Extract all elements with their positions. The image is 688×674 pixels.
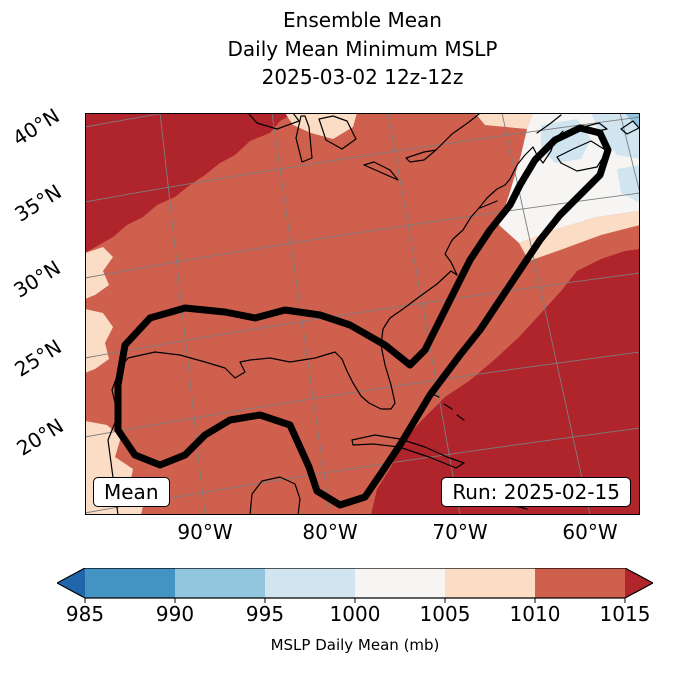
cb-seg-1010-1015 — [535, 568, 625, 598]
lake-huron — [318, 115, 357, 150]
coast-gulf-eastcoast — [107, 130, 564, 515]
mslp-highlight-contour — [114, 124, 612, 509]
title-line-1: Ensemble Mean — [283, 8, 442, 32]
cb-tick-1015: 1015 — [599, 602, 651, 626]
colorbar — [55, 567, 655, 604]
cb-seg-990-995 — [175, 568, 265, 598]
cb-tick-1010: 1010 — [509, 602, 561, 626]
fill-1005-1010-west-a — [85, 247, 113, 299]
cb-extend-right — [625, 568, 653, 598]
title-line-2: Daily Mean Minimum MSLP — [227, 36, 498, 61]
cb-tick-marks — [84, 598, 626, 603]
cb-seg-995-1000 — [265, 568, 355, 598]
meridian-70w — [387, 113, 461, 515]
meridian-50w — [619, 113, 640, 196]
parallel-40n — [85, 113, 167, 128]
parallel-35n — [85, 116, 640, 203]
fill-gt1015-northwest — [85, 113, 295, 253]
coast-st-lawrence-north — [536, 114, 562, 134]
colorbar-svg — [55, 567, 655, 603]
fill-1005-1010-east-band — [519, 211, 640, 261]
lat-label-40n: 40°N — [8, 103, 64, 151]
figure-title: Ensemble Mean Daily Mean Minimum MSLP 20… — [85, 6, 640, 92]
cb-tick-1005: 1005 — [419, 602, 471, 626]
lat-label-25n: 25°N — [10, 334, 66, 382]
lon-label-70w: 70°W — [432, 520, 488, 544]
mean-badge: Mean — [93, 477, 170, 507]
lake-superior — [247, 113, 300, 130]
lat-label-35n: 35°N — [10, 179, 66, 227]
title-line-3: 2025-03-02 12z-12z — [261, 65, 464, 89]
lat-label-20n: 20°N — [12, 413, 68, 461]
filled-contour-layer — [85, 113, 640, 515]
lake-michigan — [295, 115, 313, 163]
river-st-lawrence — [435, 113, 480, 151]
run-badge: Run: 2025-02-15 — [441, 477, 631, 507]
cb-tick-1000: 1000 — [329, 602, 381, 626]
colorbar-label: MSLP Daily Mean (mb) — [270, 636, 440, 654]
cb-seg-1005-1010 — [445, 568, 535, 598]
meridian-60w — [501, 113, 591, 515]
coast-yucatan — [249, 476, 301, 515]
fill-gt1015-southeast — [371, 249, 640, 515]
map-svg — [85, 113, 640, 515]
coast-cuba — [351, 434, 465, 469]
cb-extend-left — [57, 568, 85, 598]
coast-long-island — [479, 200, 498, 209]
lat-label-30n: 30°N — [9, 255, 65, 303]
parallel-25n — [85, 272, 640, 359]
map-frame — [85, 113, 640, 515]
cb-tick-985: 985 — [65, 602, 105, 626]
cb-seg-1000-1005 — [355, 568, 445, 598]
lon-label-60w: 60°W — [562, 520, 618, 544]
lon-label-90w: 90°W — [177, 520, 233, 544]
meridian-90w — [159, 113, 206, 515]
parallel-20n — [85, 351, 640, 438]
cb-tick-995: 995 — [245, 602, 285, 626]
lake-erie — [363, 161, 399, 181]
cb-tick-990: 990 — [155, 602, 195, 626]
lon-label-80w: 80°W — [302, 520, 358, 544]
map: Mean Run: 2025-02-15 — [85, 113, 640, 515]
parallel-30n — [85, 192, 640, 279]
lake-ontario — [405, 149, 437, 163]
cb-seg-985-990 — [85, 568, 175, 598]
